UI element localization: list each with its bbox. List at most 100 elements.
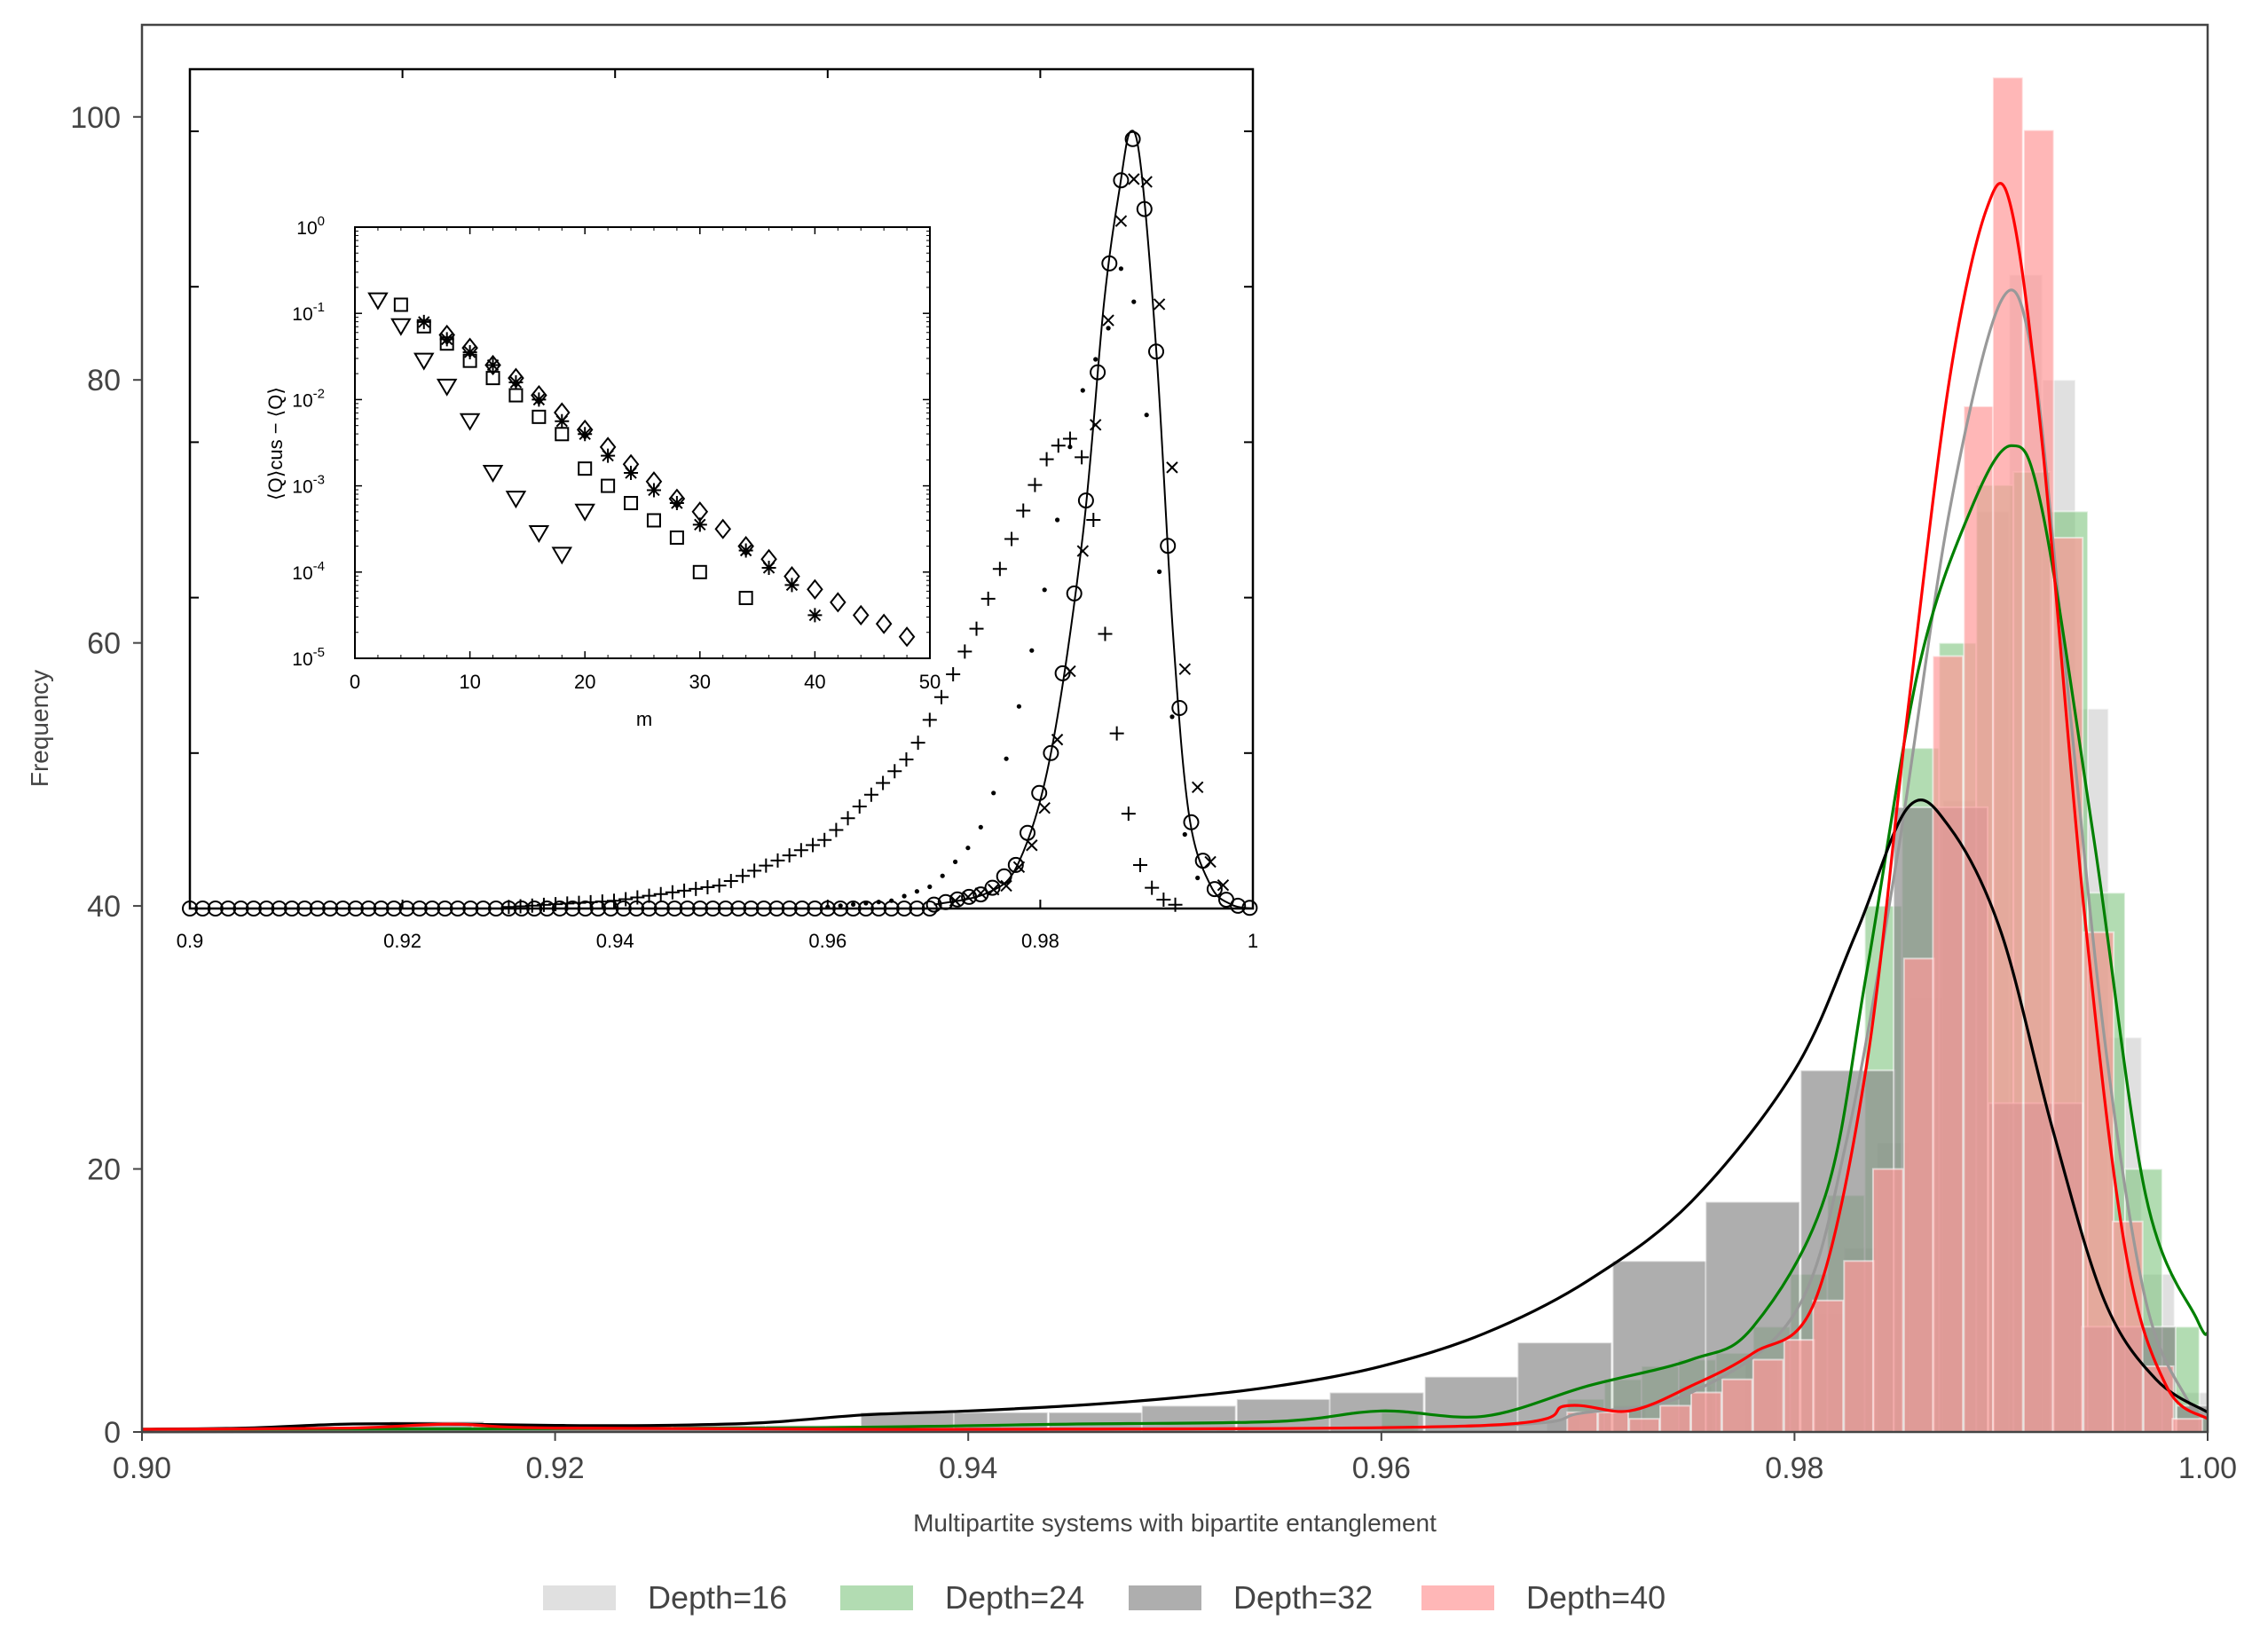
inset-marker-dot bbox=[927, 884, 933, 890]
inner-marker-diamond bbox=[852, 604, 870, 626]
inset-marker-dot bbox=[940, 873, 945, 878]
inner-y-tick-label: 10-1 bbox=[292, 300, 325, 325]
inset-marker-plus bbox=[933, 689, 949, 704]
inner-marker-triangle bbox=[390, 318, 412, 336]
inner-marker-diamond bbox=[875, 613, 893, 634]
inset-marker-circle bbox=[1124, 130, 1141, 147]
main-y-tick-label: 20 bbox=[87, 1153, 121, 1187]
inner-marker-square bbox=[624, 496, 639, 511]
inset-marker-plus bbox=[747, 863, 762, 878]
inset-marker-cross bbox=[1191, 781, 1204, 794]
inset-marker-dot bbox=[1157, 569, 1162, 575]
inset-marker-plus bbox=[829, 822, 844, 838]
inner-marker-star bbox=[578, 427, 593, 442]
inset-marker-cross bbox=[1026, 839, 1038, 852]
inset-marker-dot bbox=[1182, 831, 1187, 838]
main-x-tick-label: 0.96 bbox=[1352, 1451, 1411, 1485]
inner-marker-star bbox=[462, 344, 477, 359]
kde-line-depth-40 bbox=[141, 182, 2209, 1431]
inset-marker-plus bbox=[630, 890, 645, 905]
main-y-tick-label: 100 bbox=[70, 101, 121, 135]
inset-series-circle bbox=[925, 130, 1258, 916]
inset-x-tick-label: 0.94 bbox=[596, 930, 634, 952]
inset-marker-cross bbox=[1000, 879, 1012, 893]
inset-marker-cross bbox=[1076, 545, 1090, 557]
inner-marker-diamond bbox=[461, 337, 478, 358]
inset-marker-cross bbox=[1114, 215, 1128, 227]
inset-marker-plus bbox=[899, 752, 914, 767]
inner-marker-triangle bbox=[528, 525, 550, 544]
inner-marker-triangle bbox=[551, 547, 573, 565]
inset-marker-plus bbox=[957, 644, 972, 659]
inset-marker-dot bbox=[1169, 714, 1175, 720]
inset-marker-plus bbox=[735, 869, 750, 884]
inset-marker-dot bbox=[1080, 388, 1085, 393]
inset-marker-plus bbox=[1075, 450, 1090, 465]
inner-inset-plot bbox=[367, 292, 916, 648]
inner-marker-star bbox=[807, 608, 823, 623]
inset-marker-circle bbox=[1183, 814, 1200, 830]
inset-marker-plus bbox=[1004, 531, 1020, 547]
main-x-tick-label: 1.00 bbox=[2178, 1451, 2237, 1485]
inner-marker-triangle bbox=[413, 352, 435, 371]
inset-marker-plus bbox=[677, 883, 692, 898]
inset-marker-cross bbox=[1089, 419, 1102, 431]
inner-marker-triangle bbox=[574, 503, 595, 522]
inset-marker-cross bbox=[1102, 314, 1114, 326]
inset-chart: 0.9 0.92 0.94 0.96 0.98 1 0 10 20 30 40 5010-510-4… bbox=[177, 67, 1258, 952]
inset-marker-plus bbox=[665, 885, 680, 900]
inset-marker-circle bbox=[1066, 585, 1083, 602]
inset-marker-cross bbox=[1217, 879, 1230, 892]
inset-marker-dot bbox=[1144, 413, 1149, 418]
legend-swatch-depth-40 bbox=[1421, 1585, 1494, 1610]
inner-marker-diamond bbox=[645, 471, 663, 492]
bar-depth-40-9 bbox=[1812, 1299, 1845, 1434]
inner-marker-diamond bbox=[622, 453, 640, 475]
inner-marker-diamond bbox=[438, 324, 455, 346]
inner-marker-diamond bbox=[576, 419, 594, 441]
inset-marker-dot bbox=[863, 901, 869, 906]
legend-label-depth-40: Depth=40 bbox=[1526, 1579, 1665, 1616]
inset-marker-cross bbox=[1140, 176, 1153, 188]
inset-marker-plus bbox=[712, 878, 727, 893]
inset-marker-dot bbox=[1042, 587, 1047, 593]
inner-marker-diamond bbox=[783, 566, 800, 587]
inset-marker-dot bbox=[1067, 444, 1073, 450]
bar-depth-40-15 bbox=[1991, 76, 2024, 1433]
inset-marker-circle bbox=[1113, 172, 1130, 189]
inner-series-diamond bbox=[438, 324, 916, 648]
inner-y-axis-label: ⟨Q⟩cus − ⟨Q⟩ bbox=[264, 387, 287, 500]
inner-marker-diamond bbox=[807, 578, 823, 600]
legend: Depth=16 Depth=24 Depth=32 Depth=40 bbox=[543, 1579, 1665, 1616]
inner-x-tick-label: 20 bbox=[574, 671, 595, 693]
inset-marker-circle bbox=[1148, 343, 1164, 360]
inset-marker-dot bbox=[978, 824, 983, 830]
inset-marker-dot bbox=[1004, 756, 1009, 761]
bar-depth-40-11 bbox=[1871, 1168, 1904, 1433]
inner-marker-triangle bbox=[482, 465, 504, 483]
inner-inset-frame bbox=[354, 226, 931, 659]
main-y-axis-label: Frequency bbox=[26, 670, 53, 787]
main-x-axis-label: Multipartite systems with bipartite enta… bbox=[913, 1509, 1437, 1537]
inset-marker-plus bbox=[1062, 431, 1077, 446]
inset-series-plus bbox=[501, 431, 1183, 915]
inset-marker-plus bbox=[992, 562, 1007, 577]
legend-swatch-depth-16 bbox=[543, 1585, 616, 1610]
inset-marker-plus bbox=[642, 888, 657, 903]
inset-marker-plus bbox=[1039, 452, 1054, 467]
main-y-tick-label: 40 bbox=[87, 890, 121, 924]
inner-marker-diamond bbox=[668, 488, 686, 509]
inset-marker-circle bbox=[1043, 744, 1059, 761]
inset-marker-cross bbox=[962, 891, 974, 903]
inner-marker-square bbox=[532, 409, 547, 424]
inset-marker-plus bbox=[1133, 857, 1148, 872]
inset-marker-plus bbox=[887, 764, 902, 779]
inset-marker-plus bbox=[759, 858, 774, 873]
inner-marker-star bbox=[738, 543, 753, 558]
inset-marker-cross bbox=[1153, 298, 1166, 311]
inset-marker-circle bbox=[925, 896, 942, 913]
inset-marker-circle bbox=[1160, 538, 1177, 555]
inset-marker-circle bbox=[1230, 897, 1247, 914]
